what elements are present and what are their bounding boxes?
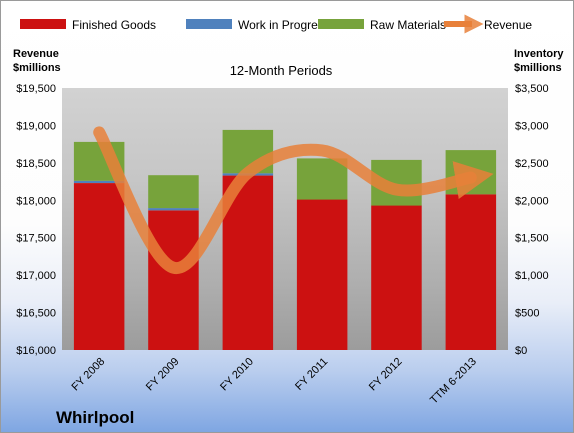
y-right-title-line2: $millions: [514, 62, 562, 74]
legend-swatch-raw-materials: [318, 19, 364, 29]
bar-raw-materials: [296, 158, 348, 200]
legend-label-work-in-progress: Work in Progress: [238, 18, 330, 32]
y-right-tick-label: $3,500: [515, 83, 549, 95]
y-right-tick-label: $3,000: [515, 120, 549, 132]
x-tick-label: FY 2010: [218, 356, 256, 394]
y-left-tick-label: $16,500: [16, 308, 56, 320]
y-left-tick-label: $17,500: [16, 233, 56, 245]
bar-finished-goods: [296, 199, 348, 350]
x-tick-label: FY 2012: [367, 356, 405, 394]
y-right-ticks: $0 $500 $1,000 $1,500 $2,000 $2,500 $3,000 $3,5…: [515, 83, 549, 357]
company-name: Whirlpool: [56, 408, 134, 427]
legend-label-raw-materials: Raw Materials: [370, 18, 446, 32]
revenue-line: [93, 126, 494, 274]
y-right-tick-label: $1,000: [515, 270, 549, 282]
y-left-tick-label: $19,500: [16, 83, 56, 95]
bar-finished-goods: [371, 205, 422, 350]
y-left-title-line2: $millions: [13, 62, 61, 74]
y-right-tick-label: $1,500: [515, 233, 549, 245]
x-tick-label: TTM 6-2013: [428, 356, 479, 407]
y-right-tick-label: $500: [515, 308, 539, 320]
y-left-tick-label: $19,000: [16, 120, 56, 132]
y-right-tick-label: $0: [515, 345, 527, 357]
bar-finished-goods: [73, 183, 125, 350]
legend: Finished Goods Work in Progress Raw Mate…: [20, 14, 532, 34]
y-right-tick-label: $2,500: [515, 158, 549, 170]
chart-title: 12-Month Periods: [230, 63, 333, 78]
legend-swatch-finished-goods: [20, 19, 66, 29]
legend-swatch-work-in-progress: [186, 19, 232, 29]
y-left-tick-label: $18,000: [16, 195, 56, 207]
bar-finished-goods: [148, 210, 199, 350]
y-right-tick-label: $2,000: [515, 195, 549, 207]
bar-finished-goods: [445, 194, 497, 350]
y-right-title-line1: Inventory: [514, 48, 564, 60]
bar-work-in-progress: [148, 208, 199, 211]
plot-area: [62, 88, 508, 350]
y-left-tick-label: $17,000: [16, 270, 56, 282]
legend-label-revenue: Revenue: [484, 18, 532, 32]
x-tick-label: FY 2008: [70, 356, 108, 394]
legend-label-finished-goods: Finished Goods: [72, 18, 156, 32]
revenue-line-layer: [93, 126, 494, 274]
bar-work-in-progress: [73, 180, 125, 183]
x-tick-label: FY 2011: [293, 356, 330, 393]
y-left-ticks: $16,000 $16,500 $17,000 $17,500 $18,000 $18,5…: [16, 83, 56, 357]
y-left-tick-label: $18,500: [16, 158, 56, 170]
x-ticks: FY 2008 FY 2009 FY 2010 FY 2011 FY 2012 TTM 6…: [70, 356, 479, 407]
bar-raw-materials: [148, 175, 199, 209]
y-left-tick-label: $16,000: [16, 345, 56, 357]
x-tick-label: FY 2009: [144, 356, 182, 394]
y-left-title-line1: Revenue: [13, 48, 59, 60]
